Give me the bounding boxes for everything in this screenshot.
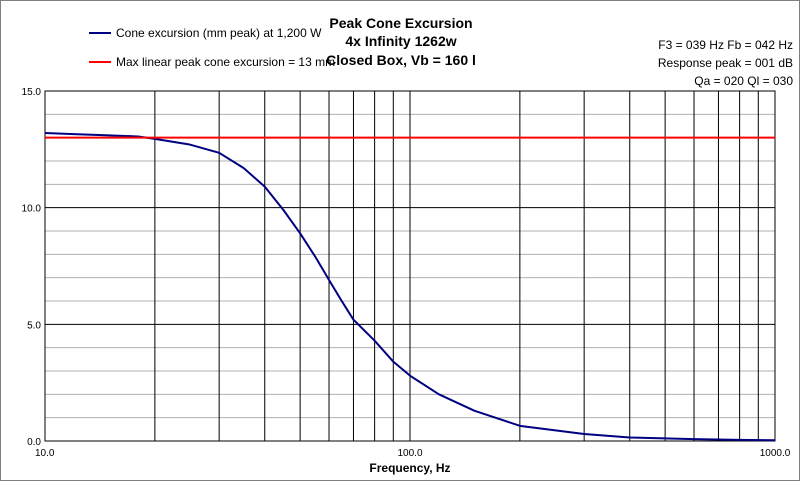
series-line-excursion xyxy=(44,132,776,442)
info-qa-ql: Qa = 020 Ql = 030 xyxy=(694,74,793,88)
x-axis-title: Frequency, Hz xyxy=(369,461,450,475)
title-line-3: Closed Box, Vb = 160 l xyxy=(326,52,476,68)
legend: Cone excursion (mm peak) at 1,200 W Max … xyxy=(89,26,335,69)
x-tick-label: 100.0 xyxy=(397,448,422,459)
title-line-1: Peak Cone Excursion xyxy=(329,15,472,31)
y-tick-label: 5.0 xyxy=(27,320,41,331)
series-layer xyxy=(44,132,776,442)
y-tick-label: 0.0 xyxy=(27,437,41,448)
info-f3-fb: F3 = 039 Hz Fb = 042 Hz xyxy=(658,38,793,52)
legend-label-max-linear: Max linear peak cone excursion = 13 mm xyxy=(116,55,335,69)
tick-labels: 0.0 5.0 10.0 15.0 10.0 100.0 1000.0 xyxy=(22,87,791,459)
legend-label-excursion: Cone excursion (mm peak) at 1,200 W xyxy=(116,26,322,40)
y-tick-label: 15.0 xyxy=(22,87,42,98)
info-response-peak: Response peak = 001 dB xyxy=(658,56,793,70)
grid-lines xyxy=(45,91,775,441)
title-line-2: 4x Infinity 1262w xyxy=(345,33,456,49)
plot-area-border xyxy=(44,90,776,442)
chart-title: Peak Cone Excursion 4x Infinity 1262w Cl… xyxy=(326,15,476,68)
y-tick-label: 10.0 xyxy=(22,204,42,215)
info-block: F3 = 039 Hz Fb = 042 Hz Response peak = … xyxy=(658,38,793,88)
x-tick-label: 10.0 xyxy=(35,448,55,459)
x-tick-label: 1000.0 xyxy=(760,448,791,459)
